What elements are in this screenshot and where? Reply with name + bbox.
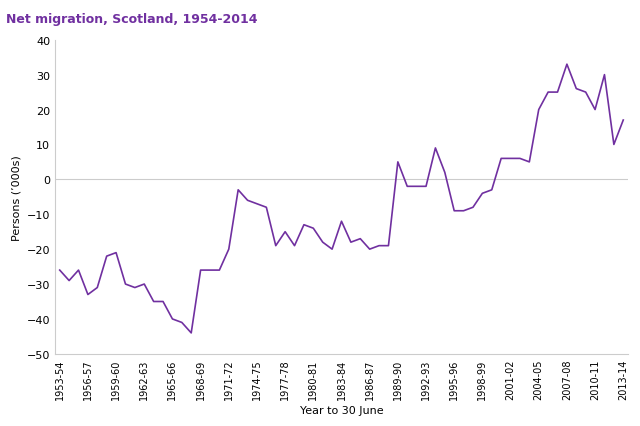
Text: Net migration, Scotland, 1954-2014: Net migration, Scotland, 1954-2014 xyxy=(6,13,258,26)
X-axis label: Year to 30 June: Year to 30 June xyxy=(300,405,383,415)
Y-axis label: Persons (’000s): Persons (’000s) xyxy=(11,155,21,240)
